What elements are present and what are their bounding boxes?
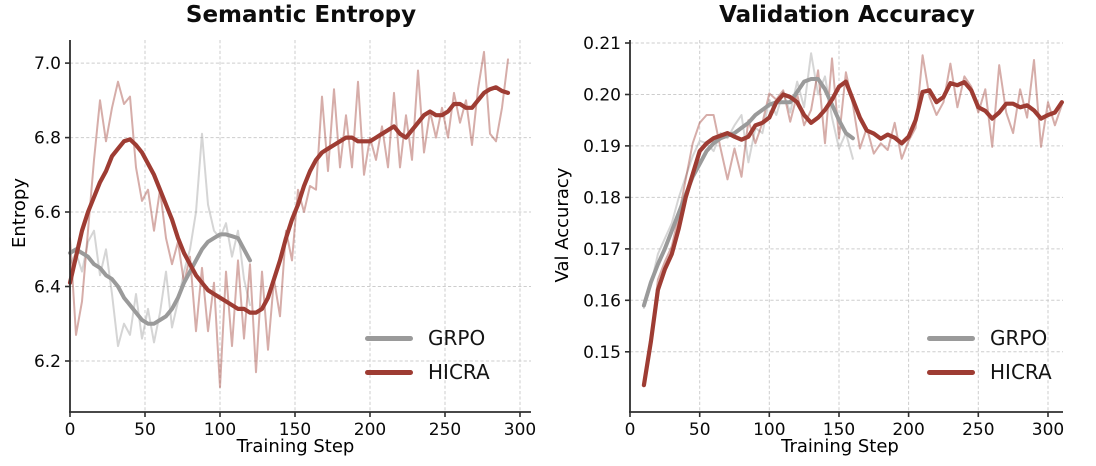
x-tick-label: 300 xyxy=(1032,420,1064,440)
legend-label-grpo: GRPO xyxy=(428,326,486,350)
legend-label-grpo: GRPO xyxy=(990,326,1048,350)
grpo-line-swatch xyxy=(365,335,413,341)
grpo-smoothed-line xyxy=(641,77,855,308)
x-tick-label: 200 xyxy=(354,420,386,440)
y-tick-label: 0.20 xyxy=(583,86,621,106)
y-tick-label: 7.0 xyxy=(34,54,61,74)
x-tick-label: 150 xyxy=(279,420,311,440)
x-tick-label: 100 xyxy=(204,420,236,440)
legend-entry-hicra: HICRA xyxy=(927,359,1052,385)
hicra-line-swatch xyxy=(365,369,413,375)
legend: GRPO HICRA xyxy=(927,325,1052,385)
y-tick-label: 6.4 xyxy=(34,278,61,298)
x-tick-label: 150 xyxy=(823,420,855,440)
y-tick-label: 6.6 xyxy=(34,203,61,223)
legend-entry-grpo: GRPO xyxy=(927,325,1052,351)
x-tick-label: 300 xyxy=(504,420,536,440)
y-tick-label: 0.16 xyxy=(583,291,621,311)
grpo-smoothed-line xyxy=(68,232,252,326)
legend-entry-hicra: HICRA xyxy=(365,359,490,385)
y-tick-label: 6.8 xyxy=(34,129,61,149)
legend-label-hicra: HICRA xyxy=(990,360,1052,384)
grpo-raw-line xyxy=(642,52,854,309)
x-tick-label: 100 xyxy=(753,420,785,440)
x-tick-label: 200 xyxy=(892,420,924,440)
y-tick-label: 6.2 xyxy=(34,352,61,372)
semantic-entropy-chart: 0 50 100 150 200 250 300 6.2 6.4 6.6 6.8 7.0 xyxy=(34,40,536,440)
y-tick-label: 0.17 xyxy=(583,240,621,260)
y-axis-label-entropy: Entropy xyxy=(9,178,30,248)
grpo-raw-line xyxy=(69,132,251,348)
x-tick-label: 250 xyxy=(962,420,994,440)
y-tick-label: 0.18 xyxy=(583,188,621,208)
legend-entry-grpo: GRPO xyxy=(365,325,490,351)
y-tick-label: 0.15 xyxy=(583,343,621,363)
x-axis-label-training-step: Training Step xyxy=(236,436,355,457)
y-axis-label-val-accuracy: Val Accuracy xyxy=(552,167,573,283)
chart-title-semantic-entropy: Semantic Entropy xyxy=(185,2,417,28)
y-tick-label: 0.19 xyxy=(583,137,621,157)
grpo-line-swatch xyxy=(927,335,975,341)
legend-label-hicra: HICRA xyxy=(428,360,490,384)
hicra-smoothed-line xyxy=(641,79,1065,388)
x-axis-label-training-step: Training Step xyxy=(781,436,899,457)
hicra-line-swatch xyxy=(927,369,975,375)
x-tick-label: 250 xyxy=(429,420,461,440)
y-tick-label: 0.21 xyxy=(583,34,621,54)
x-tick-label: 0 xyxy=(65,420,76,440)
chart-title-validation-accuracy: Validation Accuracy xyxy=(719,2,975,28)
legend: GRPO HICRA xyxy=(365,325,490,385)
hicra-smoothed-line xyxy=(67,85,511,315)
x-tick-label: 0 xyxy=(625,420,636,440)
hicra-raw-line xyxy=(69,50,509,389)
x-tick-label: 50 xyxy=(134,420,156,440)
validation-accuracy-chart: 0 50 100 150 200 250 300 0.15 0.16 0.17 0.18 0.19 0.… xyxy=(583,34,1065,440)
x-tick-label: 50 xyxy=(689,420,711,440)
